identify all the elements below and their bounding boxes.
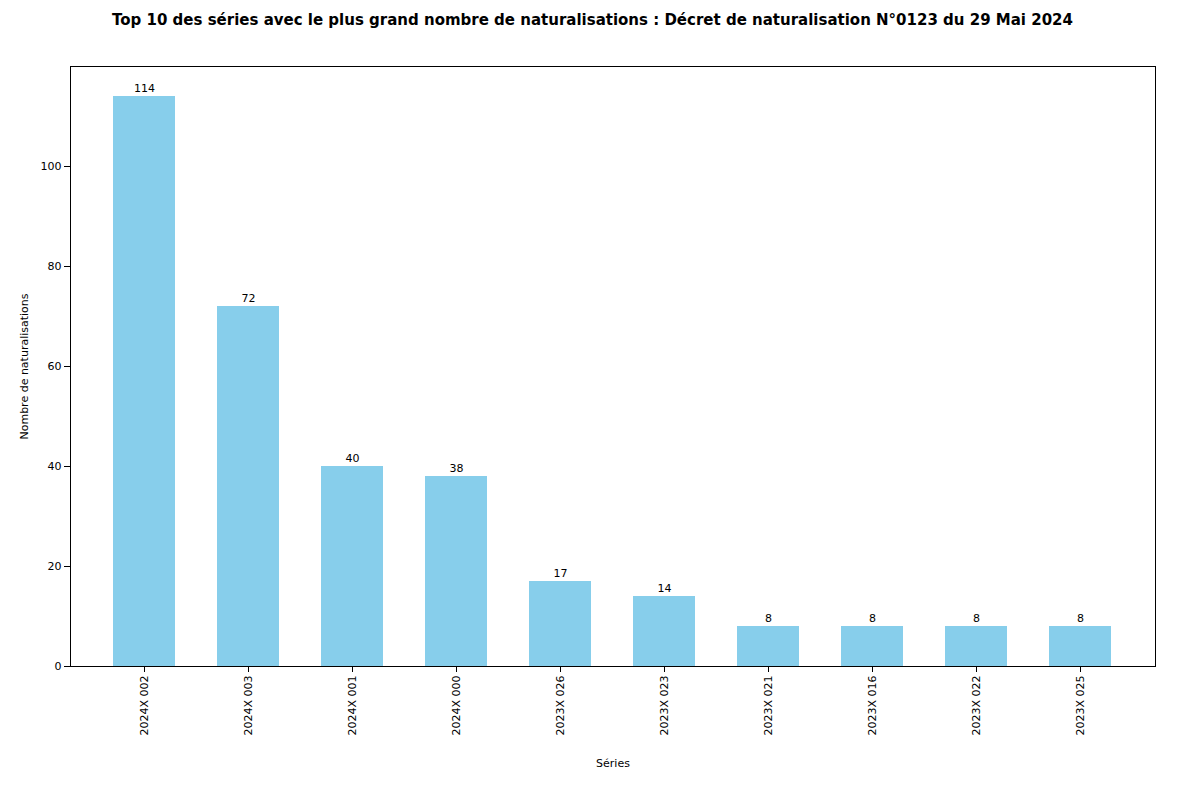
svg-text:2024X 003: 2024X 003 xyxy=(242,676,255,736)
svg-text:72: 72 xyxy=(242,292,256,305)
svg-text:38: 38 xyxy=(450,462,464,475)
svg-text:60: 60 xyxy=(48,360,62,373)
svg-text:40: 40 xyxy=(48,460,62,473)
svg-text:8: 8 xyxy=(973,612,980,625)
svg-text:2023X 016: 2023X 016 xyxy=(866,676,879,736)
svg-text:40: 40 xyxy=(346,452,360,465)
svg-text:17: 17 xyxy=(554,567,568,580)
svg-text:114: 114 xyxy=(134,82,155,95)
svg-text:0: 0 xyxy=(55,660,62,673)
html-text:Top 10 des séries avec le plus: Top 10 des séries avec le plus grand nom… xyxy=(112,11,1073,29)
svg-text:8: 8 xyxy=(765,612,772,625)
svg-text:2023X 021: 2023X 021 xyxy=(762,676,775,736)
svg-text:2023X 022: 2023X 022 xyxy=(970,676,983,736)
svg-text:100: 100 xyxy=(41,160,62,173)
svg-text:2023X 023: 2023X 023 xyxy=(658,676,671,736)
svg-text:2024X 001: 2024X 001 xyxy=(346,676,359,736)
svg-text:2024X 000: 2024X 000 xyxy=(450,676,463,736)
svg-text:80: 80 xyxy=(48,260,62,273)
svg-text:2024X 002: 2024X 002 xyxy=(138,676,151,736)
svg-text:14: 14 xyxy=(658,582,672,595)
svg-text:2023X 025: 2023X 025 xyxy=(1074,676,1087,736)
svg-text:20: 20 xyxy=(48,560,62,573)
svg-text:Séries: Séries xyxy=(596,757,630,770)
svg-text:Nombre de naturalisations: Nombre de naturalisations xyxy=(18,293,31,439)
svg-text:8: 8 xyxy=(869,612,876,625)
svg-text:8: 8 xyxy=(1077,612,1084,625)
svg-text:2023X 026: 2023X 026 xyxy=(554,676,567,736)
